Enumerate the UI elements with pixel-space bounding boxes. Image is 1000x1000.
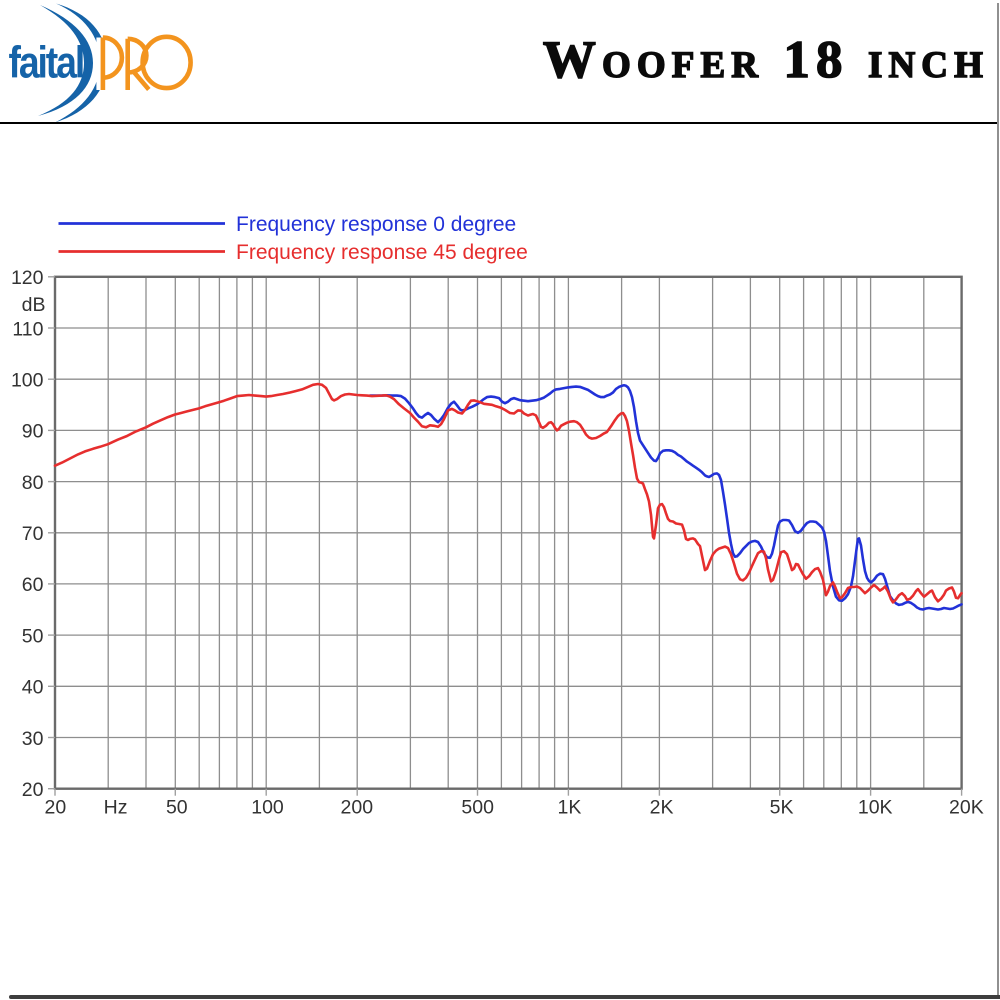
- svg-text:120: 120: [11, 267, 44, 289]
- svg-text:200: 200: [341, 797, 374, 819]
- svg-text:20: 20: [45, 797, 67, 819]
- svg-text:faital: faital: [9, 37, 84, 87]
- svg-text:50: 50: [166, 797, 188, 819]
- svg-text:60: 60: [22, 574, 44, 596]
- svg-text:dB: dB: [22, 294, 46, 316]
- svg-text:50: 50: [22, 625, 44, 647]
- svg-text:20: 20: [22, 779, 44, 801]
- svg-text:20K: 20K: [949, 797, 984, 819]
- svg-text:40: 40: [22, 677, 44, 699]
- svg-text:Frequency response 45 degree: Frequency response 45 degree: [236, 241, 528, 264]
- svg-text:Hz: Hz: [104, 797, 128, 819]
- svg-text:Frequency response 0 degree: Frequency response 0 degree: [236, 213, 516, 236]
- svg-text:110: 110: [12, 318, 43, 340]
- svg-text:100: 100: [11, 370, 44, 392]
- svg-text:2K: 2K: [650, 797, 674, 819]
- svg-text:70: 70: [22, 523, 44, 545]
- svg-text:90: 90: [22, 421, 44, 443]
- svg-text:100: 100: [251, 797, 284, 819]
- svg-text:80: 80: [22, 472, 44, 494]
- svg-text:1K: 1K: [557, 797, 581, 819]
- svg-text:10K: 10K: [858, 797, 893, 819]
- svg-text:500: 500: [461, 797, 494, 819]
- svg-text:30: 30: [22, 728, 44, 750]
- svg-text:5K: 5K: [770, 797, 794, 819]
